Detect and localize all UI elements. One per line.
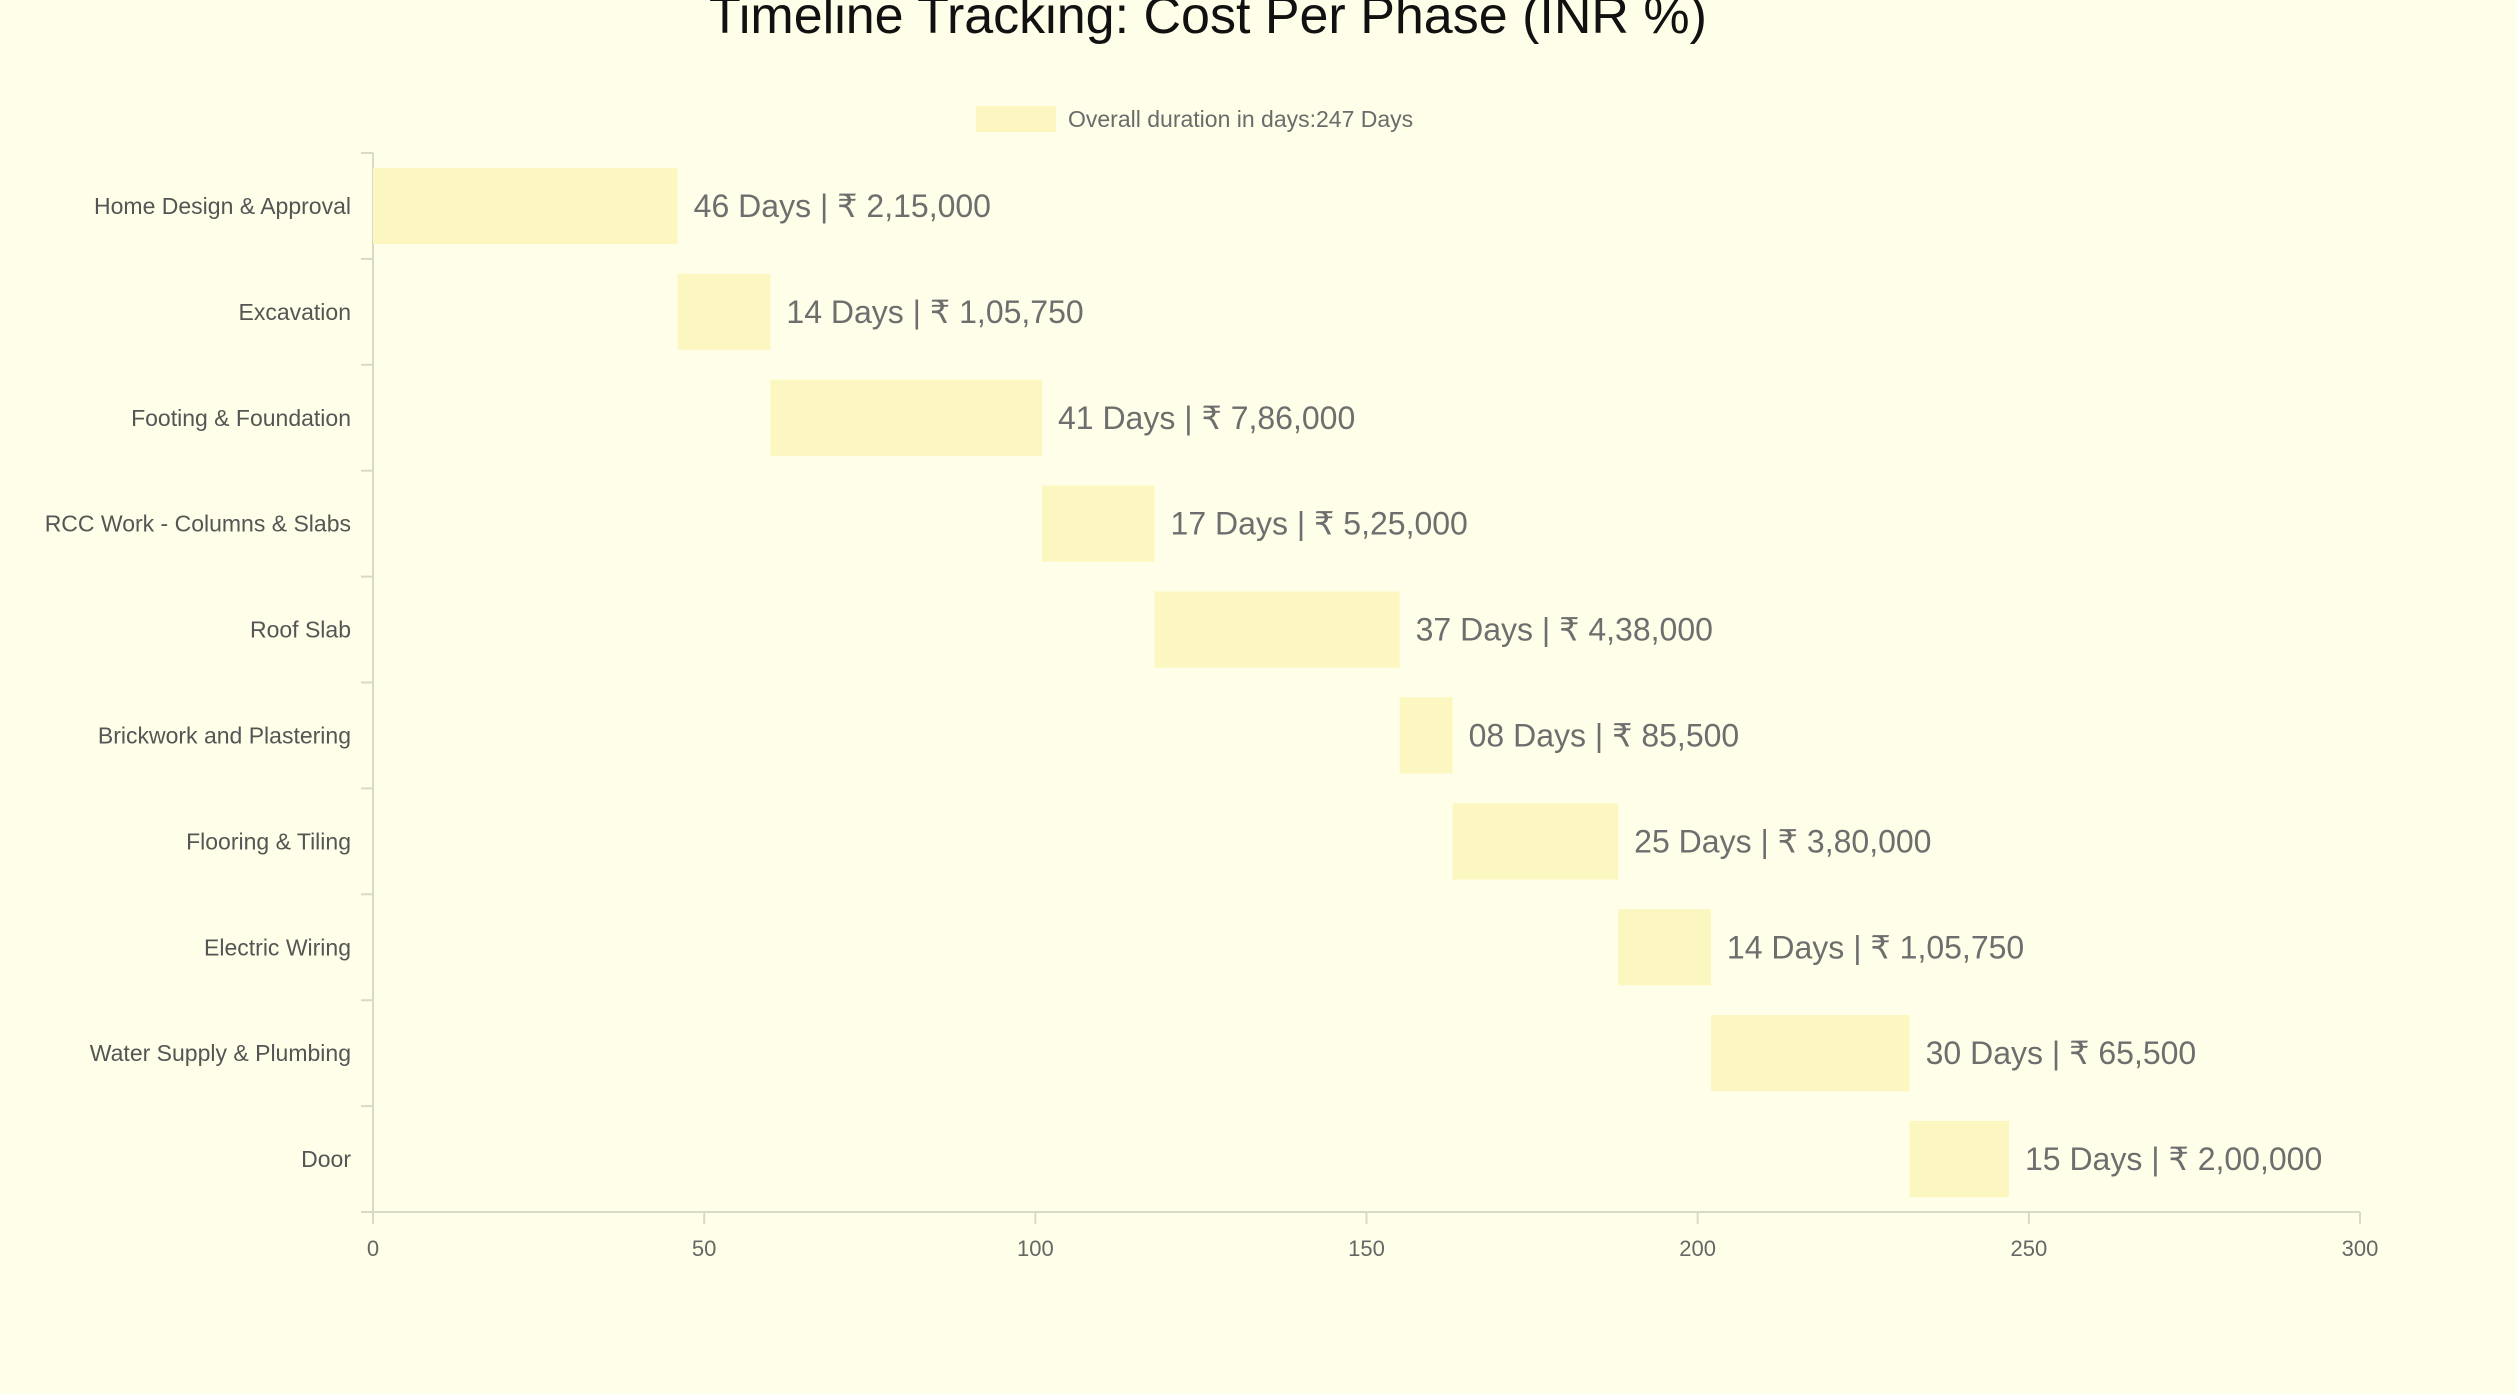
x-tick-label: 50	[692, 1236, 716, 1261]
data-label: 14 Days | ₹ 1,05,750	[1727, 929, 2024, 965]
phase-bar	[1710, 1015, 1910, 1092]
category-label: Excavation	[238, 299, 351, 325]
category-label: Footing & Foundation	[131, 405, 351, 431]
category-label: Brickwork and Plastering	[98, 722, 351, 748]
bars-layer	[373, 167, 2009, 1198]
category-label: RCC Work - Columns & Slabs	[45, 511, 351, 537]
phase-bar	[1041, 485, 1155, 562]
x-tick-label: 0	[367, 1236, 379, 1261]
x-tick-label: 150	[1348, 1236, 1385, 1261]
phase-bar	[1154, 591, 1400, 668]
data-label: 15 Days | ₹ 2,00,000	[2025, 1141, 2322, 1177]
data-label: 25 Days | ₹ 3,80,000	[1634, 823, 1931, 859]
legend-swatch	[976, 106, 1056, 132]
axis-layer: 0 50 100 150 200 250 300	[361, 152, 2379, 1261]
phase-bar	[1909, 1120, 2009, 1198]
x-tick-label: 250	[2010, 1236, 2047, 1261]
x-tick-label: 300	[2342, 1236, 2379, 1261]
x-tick-label: 100	[1017, 1236, 1054, 1261]
category-label: Electric Wiring	[204, 934, 351, 960]
chart-title: Timeline Tracking: Cost Per Phase (INR %…	[709, 0, 1707, 45]
data-label: 14 Days | ₹ 1,05,750	[786, 294, 1083, 330]
category-label: Flooring & Tiling	[186, 828, 351, 854]
data-label: 37 Days | ₹ 4,38,000	[1416, 612, 1713, 648]
data-label: 41 Days | ₹ 7,86,000	[1058, 400, 1355, 436]
legend[interactable]: Overall duration in days:247 Days	[976, 104, 1413, 134]
phase-bar	[1452, 803, 1619, 880]
labels-layer: Home Design & Approval 46 Days | ₹ 2,15,0…	[45, 188, 2323, 1177]
data-label: 30 Days | ₹ 65,500	[1926, 1035, 2197, 1071]
data-label: 17 Days | ₹ 5,25,000	[1171, 506, 1468, 542]
phase-bar	[1618, 909, 1711, 986]
category-label: Roof Slab	[250, 617, 351, 643]
category-label: Door	[301, 1146, 351, 1172]
data-label: 08 Days | ₹ 85,500	[1469, 717, 1740, 753]
x-tick-label: 200	[1679, 1236, 1716, 1261]
phase-bar	[770, 379, 1042, 456]
category-label: Water Supply & Plumbing	[90, 1040, 351, 1066]
data-label: 46 Days | ₹ 2,15,000	[694, 188, 991, 224]
phase-bar	[373, 167, 678, 245]
phase-bar	[677, 273, 771, 350]
category-label: Home Design & Approval	[94, 193, 351, 219]
legend-label: Overall duration in days:247 Days	[1068, 105, 1414, 132]
phase-bar	[1399, 697, 1453, 774]
